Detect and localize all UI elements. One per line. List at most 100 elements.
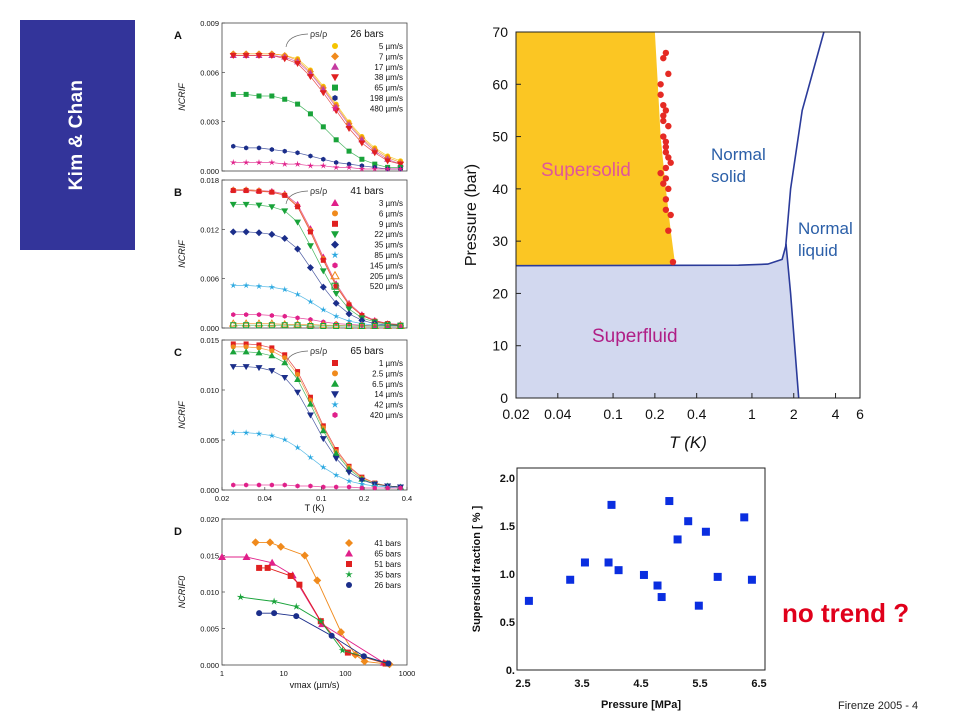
data-point: [332, 471, 340, 478]
legend-label: 35 bars: [374, 571, 401, 580]
data-point: [657, 81, 664, 88]
data-point: [242, 228, 250, 236]
data-point: [524, 596, 533, 605]
panel-title: 26 bars: [350, 29, 383, 40]
legend-label: 6 µm/s: [379, 209, 403, 218]
data-point: [281, 160, 288, 167]
data-point: [320, 306, 327, 313]
region-label-normal-solid: Normal: [711, 145, 766, 164]
y-axis-label: Supersolid fraction [ % ]: [471, 505, 483, 632]
data-point: [244, 482, 249, 488]
data-point: [282, 352, 288, 358]
data-point: [307, 453, 314, 461]
data-point: [319, 436, 327, 443]
region-label-supersolid: Supersolid: [541, 160, 631, 181]
region-label-normal-liquid: liquid: [798, 241, 838, 260]
data-point: [308, 153, 313, 159]
data-point: [268, 368, 276, 375]
data-point: [269, 93, 275, 99]
data-point: [242, 159, 250, 166]
y-axis-label: NCRIF0: [177, 576, 187, 609]
data-point: [345, 310, 353, 318]
data-point: [384, 158, 392, 165]
data-point: [229, 364, 237, 371]
data-point: [345, 125, 353, 132]
annotation-arrow: [285, 350, 309, 365]
data-point: [231, 312, 236, 318]
data-point: [307, 394, 313, 400]
data-point: [307, 162, 314, 169]
region-label-normal-solid: solid: [711, 167, 746, 186]
x-tick-label: 0.02: [502, 406, 529, 422]
data-point: [295, 315, 300, 321]
legend-label: 26 bars: [374, 581, 401, 590]
data-point: [255, 159, 263, 166]
legend-marker: [332, 95, 338, 101]
data-point: [673, 535, 682, 544]
melting-curve: [515, 31, 825, 267]
y-tick-label: 0.010: [200, 588, 219, 597]
data-point: [269, 348, 275, 354]
data-point: [333, 323, 340, 329]
panel-letter: B: [174, 187, 182, 199]
data-point: [268, 558, 277, 566]
legend-marker: [332, 412, 338, 418]
lambda-line: [785, 243, 800, 399]
data-point: [242, 281, 250, 289]
data-point: [295, 483, 300, 489]
data-point: [665, 185, 672, 193]
data-point: [397, 323, 404, 329]
data-point: [294, 160, 301, 167]
data-point: [345, 163, 353, 171]
data-point: [243, 341, 249, 347]
panel-C: C NCRIF 0.000 0.005 0.010 0.015 65 bars ρs/ρ 1 µ…: [174, 336, 412, 513]
y-tick-label: 1.0: [500, 569, 515, 581]
data-point: [747, 575, 756, 584]
data-point: [268, 230, 276, 238]
data-point: [229, 201, 237, 208]
region-label-normal-liquid: Normal: [798, 219, 853, 238]
x-tick-label: 2.5: [515, 678, 530, 690]
legend-marker: [332, 84, 338, 91]
data-point: [268, 159, 276, 166]
panel-B: B NCRIF 0.000 0.006 0.012 0.018 41 bars ρs/ρ 3 µ…: [174, 176, 408, 333]
legend-marker: [332, 370, 338, 377]
data-point: [306, 400, 314, 407]
data-point: [332, 299, 340, 307]
x-tick-label: 6.5: [751, 678, 766, 690]
panel-frame: [221, 179, 408, 329]
legend-marker: [332, 220, 338, 227]
data-point: [332, 163, 340, 171]
legend-marker: [345, 549, 353, 557]
data-point: [265, 538, 274, 547]
y-tick-label: 0.5: [500, 617, 515, 629]
legend-marker: [331, 400, 339, 408]
data-point: [282, 148, 287, 154]
data-point: [307, 229, 313, 235]
data-point: [242, 52, 250, 59]
data-point: [296, 581, 303, 588]
x-tick-label: 0.04: [258, 494, 273, 503]
data-point: [662, 175, 670, 182]
y-tick-label: 60: [492, 76, 508, 92]
legend-marker: [331, 199, 339, 206]
data-point: [371, 165, 379, 172]
panel-title: 65 bars: [350, 346, 383, 357]
data-point: [282, 96, 288, 102]
x-tick-label: 6: [856, 406, 864, 422]
y-tick-label: 0.003: [200, 118, 219, 127]
data-point: [242, 429, 250, 436]
y-axis-label: Pressure (bar): [463, 164, 480, 266]
legend-label: 85 µm/s: [374, 251, 403, 260]
data-point: [218, 552, 226, 560]
data-point: [268, 322, 275, 329]
data-point: [256, 312, 262, 318]
x-tick-label: 1: [220, 669, 224, 678]
series-line: [233, 432, 401, 489]
legend-marker: [332, 262, 338, 269]
data-point: [230, 322, 237, 329]
data-point: [269, 189, 275, 195]
data-point: [385, 485, 390, 491]
data-point: [333, 137, 339, 143]
legend-label: 520 µm/s: [370, 282, 403, 291]
